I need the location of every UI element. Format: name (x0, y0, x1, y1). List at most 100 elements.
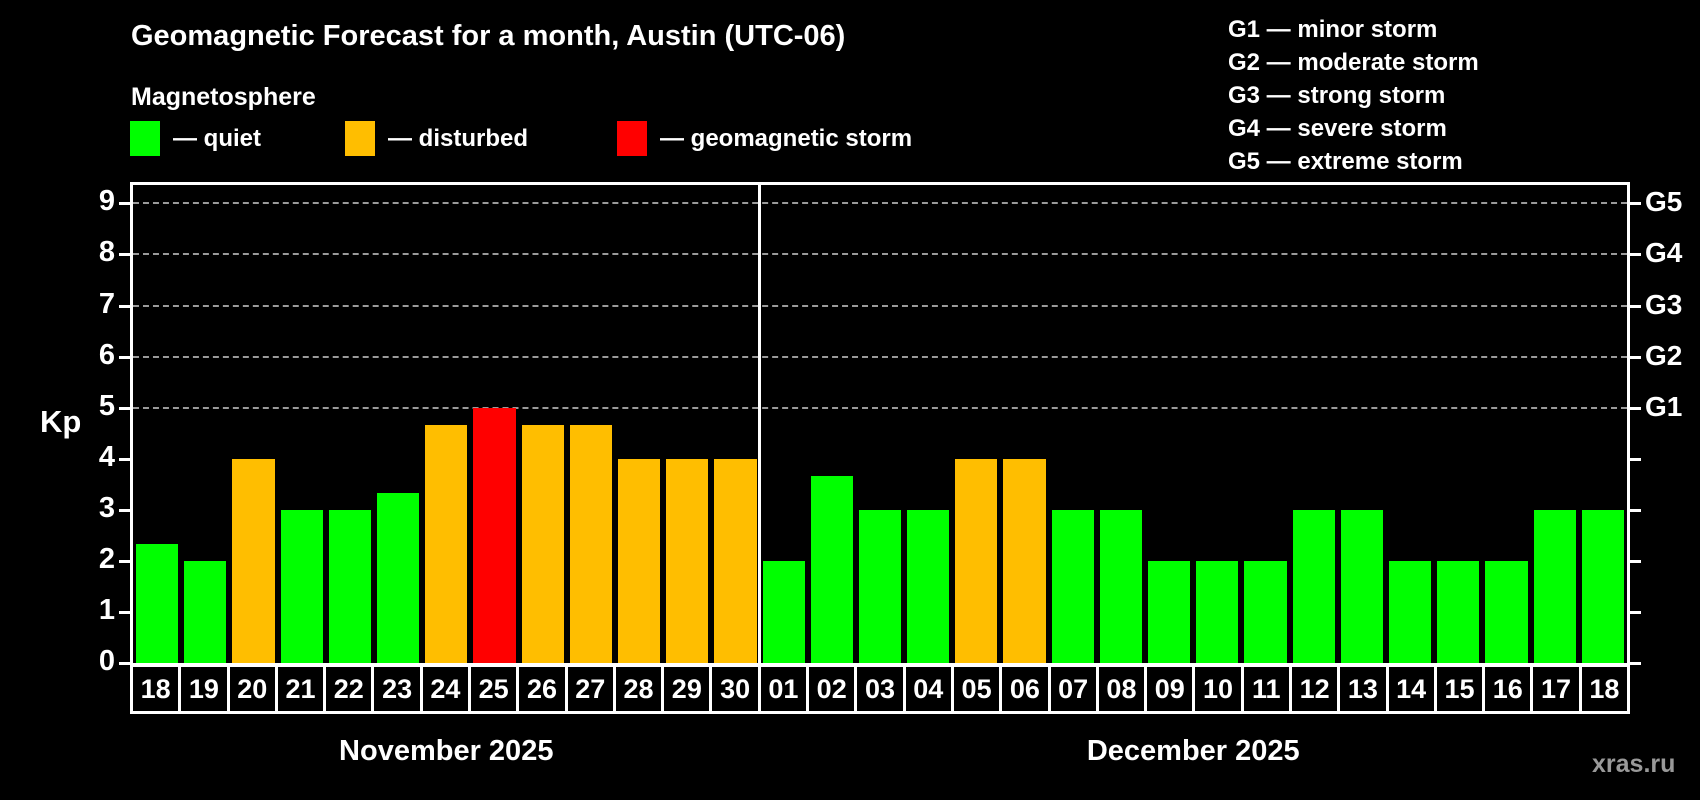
kp-bar-10 (1196, 560, 1239, 663)
kp-bar-20 (232, 458, 275, 663)
y-tick-right (1630, 253, 1641, 257)
day-label: 07 (1050, 667, 1096, 711)
plot-area (130, 182, 1630, 666)
day-label: 06 (1002, 667, 1048, 711)
y-tick-label-2: 2 (98, 542, 115, 575)
y-tick-label-6: 6 (98, 338, 115, 371)
y-tick-left (119, 253, 130, 257)
chart-subtitle: Magnetosphere (131, 83, 316, 111)
watermark: xras.ru (1592, 750, 1676, 778)
day-label: 13 (1340, 667, 1386, 711)
kp-bar-12 (1292, 509, 1335, 663)
y-tick-label-0: 0 (98, 645, 115, 677)
month-label-december: December 2025 (1086, 735, 1300, 767)
kp-bar-23 (376, 492, 420, 663)
kp-bar-05 (955, 458, 998, 663)
legend-item-disturbed: — disturbed (345, 121, 528, 156)
day-label: 17 (1533, 667, 1579, 711)
y-tick-right (1630, 457, 1641, 461)
kp-bar-18 (1581, 509, 1624, 663)
y-tick-label-5: 5 (98, 389, 115, 422)
g-scale-legend: G1 — minor storm G2 — moderate storm G3 … (1228, 13, 1479, 178)
g1-legend-line: G1 — minor storm (1228, 16, 1438, 43)
day-label: 30 (712, 667, 758, 711)
gridline-kp5 (133, 406, 1627, 409)
month-label-november: November 2025 (339, 735, 554, 767)
y-tick-right (1630, 508, 1641, 512)
plot-area-inner (133, 185, 1627, 663)
day-label: 15 (1436, 667, 1483, 711)
g-scale-label-g2: G2 (1645, 339, 1683, 371)
y-tick-right (1630, 355, 1641, 359)
y-tick-right (1630, 406, 1641, 410)
day-label: 20 (229, 667, 275, 711)
y-tick-right (1630, 304, 1641, 308)
y-tick-right (1630, 202, 1641, 206)
day-label: 28 (615, 667, 662, 711)
day-label: 22 (326, 667, 372, 711)
kp-bar-04 (907, 509, 950, 663)
legend-item-storm: — geomagnetic storm (617, 121, 912, 156)
kp-bar-26 (521, 424, 564, 663)
kp-bar-17 (1533, 509, 1576, 663)
day-axis: 18 19 20 21 22 23 24 25 26 27 28 29 30 01 02 03 04 05 06 07… (130, 664, 1630, 714)
y-tick-left (119, 202, 130, 206)
kp-bar-19 (184, 560, 227, 663)
day-label: 18 (1581, 667, 1627, 711)
legend-item-quiet: — quiet (130, 121, 261, 156)
day-label: 23 (374, 667, 420, 711)
y-tick-left (119, 559, 130, 563)
day-label: 01 (760, 667, 807, 711)
kp-bar-01 (762, 560, 805, 663)
day-label: 18 (133, 667, 179, 711)
kp-bar-22 (328, 509, 371, 663)
kp-bar-03 (858, 509, 902, 663)
y-tick-label-4: 4 (98, 440, 115, 473)
quiet-swatch-icon (130, 121, 160, 156)
y-tick-left (119, 662, 130, 665)
legend-quiet-label: — quiet (173, 124, 261, 152)
y-tick-left (119, 304, 130, 308)
day-label: 04 (905, 667, 951, 711)
g3-legend-line: G3 — strong storm (1228, 82, 1446, 109)
day-label: 19 (181, 667, 227, 711)
y-tick-label-8: 8 (98, 236, 115, 269)
kp-bar-29 (666, 458, 709, 663)
day-label: 26 (519, 667, 565, 711)
kp-bar-16 (1485, 560, 1528, 663)
day-label: 08 (1098, 667, 1145, 711)
day-label: 16 (1485, 667, 1531, 711)
kp-bar-21 (280, 509, 323, 663)
g5-legend-line: G5 — extreme storm (1228, 148, 1463, 175)
g-scale-label-g5: G5 (1645, 186, 1683, 218)
y-tick-right (1630, 610, 1641, 614)
kp-bar-06 (1003, 458, 1046, 663)
kp-bar-18 (136, 544, 179, 663)
day-label: 29 (664, 667, 710, 711)
kp-bar-08 (1099, 509, 1143, 663)
y-tick-label-3: 3 (98, 491, 115, 524)
g-scale-label-g4: G4 (1645, 237, 1683, 269)
y-tick-left (119, 355, 130, 359)
day-label: 02 (809, 667, 855, 711)
y-tick-left (119, 610, 130, 614)
kp-bar-28 (617, 458, 661, 663)
y-tick-label-7: 7 (98, 287, 115, 320)
kp-bar-27 (569, 424, 612, 663)
day-label: 09 (1147, 667, 1193, 711)
g2-legend-line: G2 — moderate storm (1228, 49, 1479, 76)
y-tick-right (1630, 559, 1641, 563)
y-tick-left (119, 406, 130, 410)
kp-bar-15 (1437, 560, 1480, 663)
day-label: 05 (953, 667, 1000, 711)
gridline-kp7 (133, 304, 1627, 307)
day-label: 24 (422, 667, 469, 711)
gridline-kp9 (133, 202, 1627, 205)
day-label: 10 (1195, 667, 1241, 711)
day-label: 12 (1291, 667, 1338, 711)
y-tick-right (1630, 662, 1641, 665)
g-scale-label-g1: G1 (1645, 390, 1683, 422)
y-tick-label-9: 9 (98, 185, 115, 218)
day-label: 27 (567, 667, 613, 711)
